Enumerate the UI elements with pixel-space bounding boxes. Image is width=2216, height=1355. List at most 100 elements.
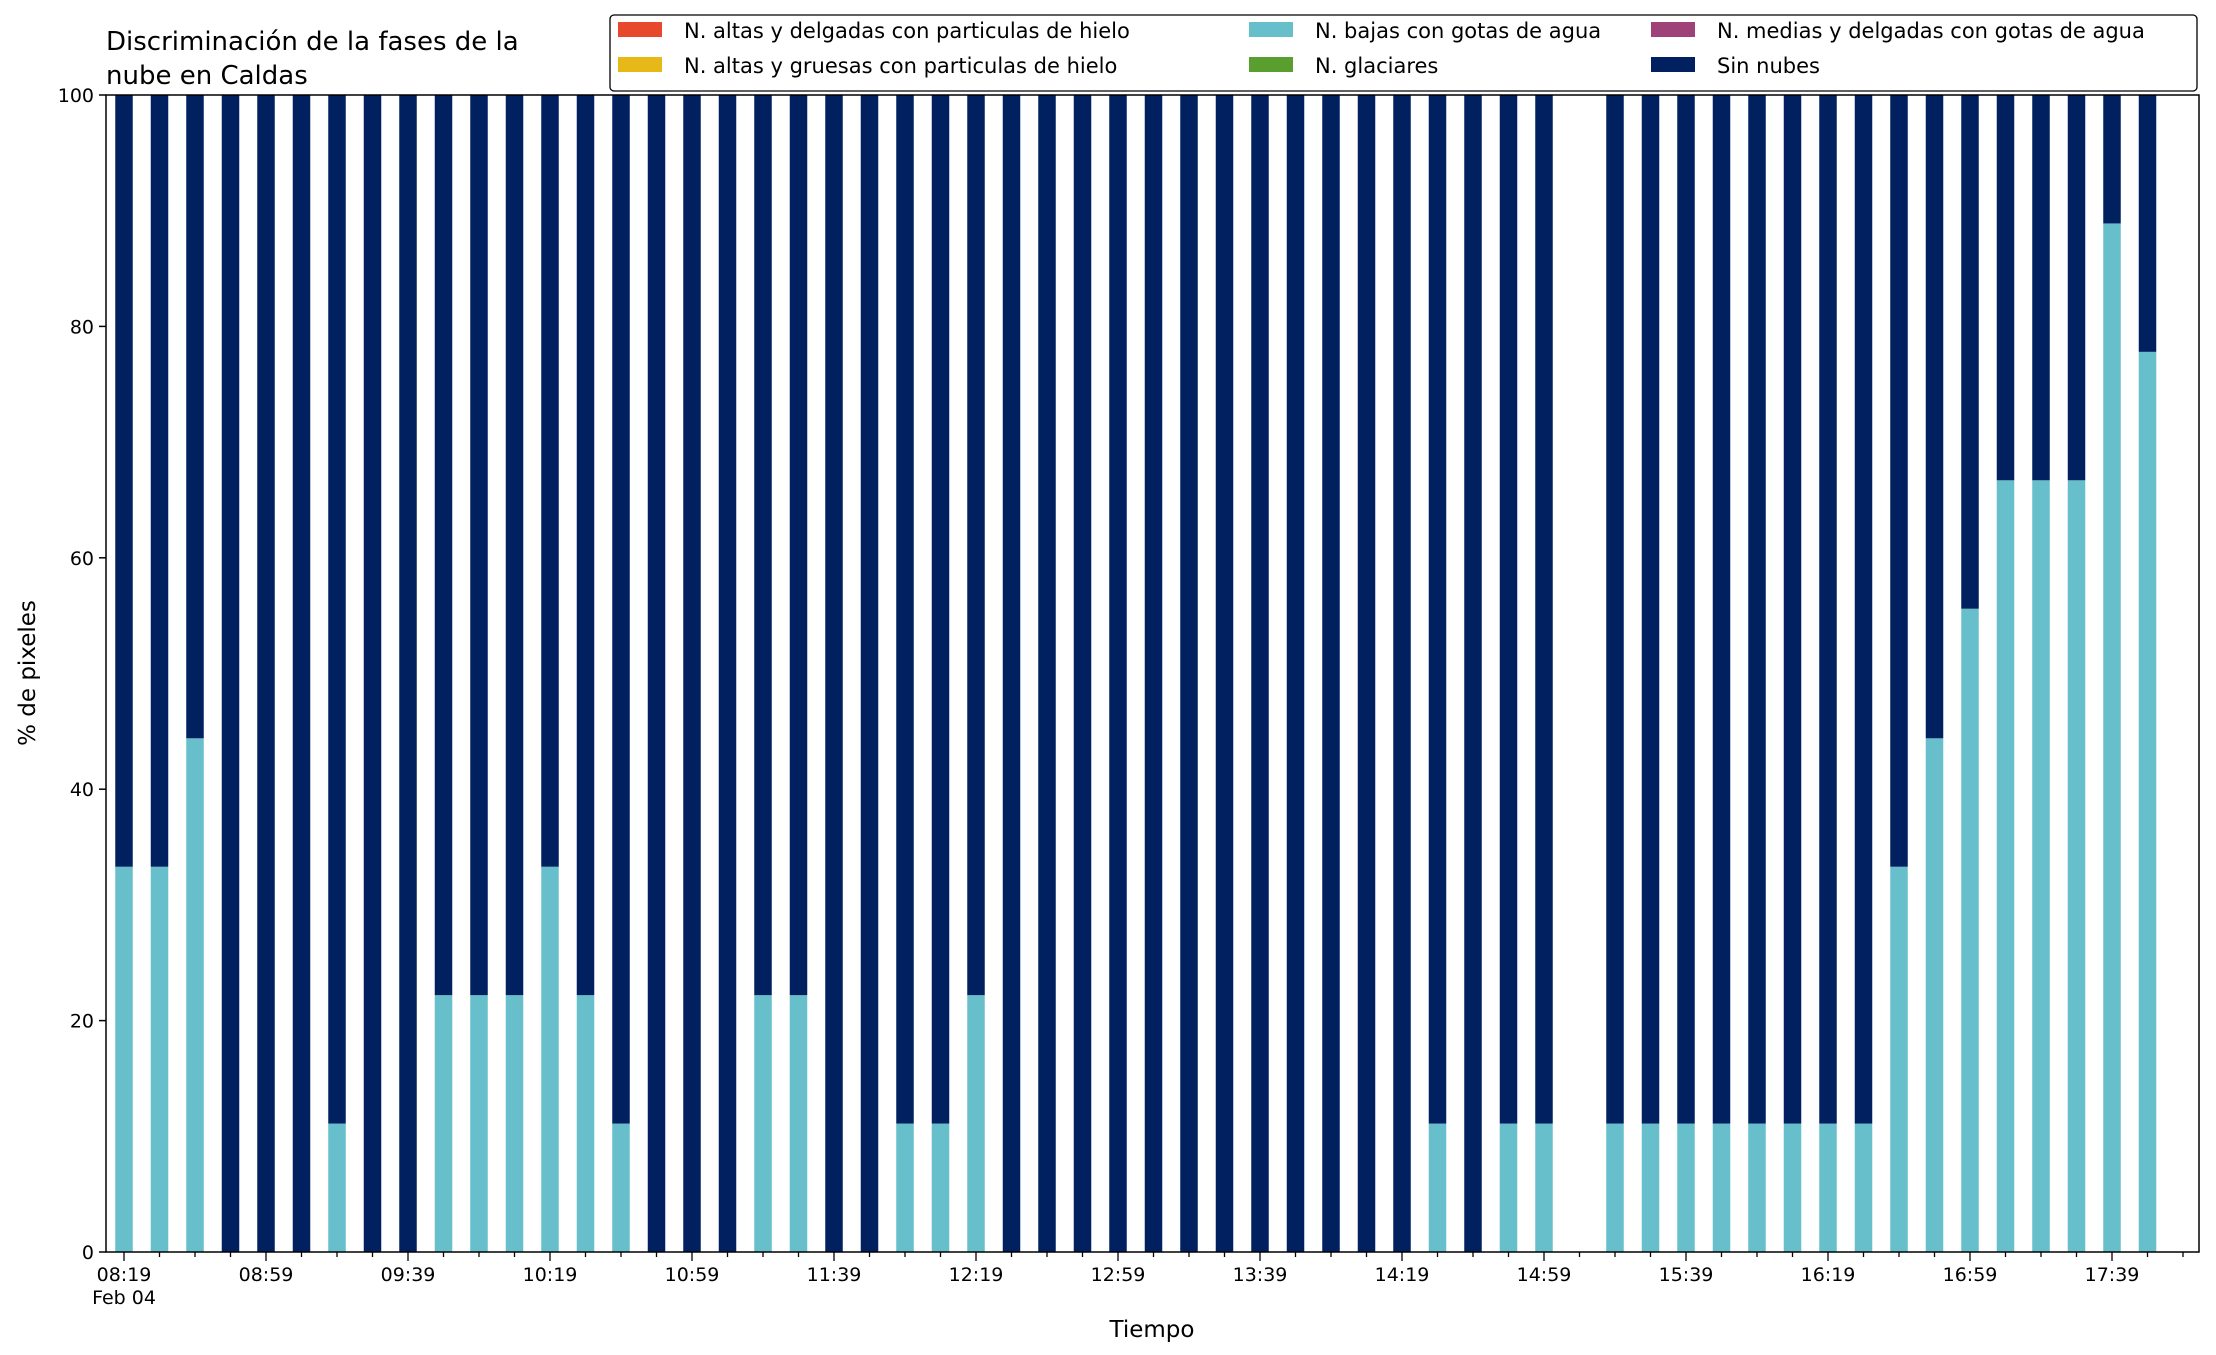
- x-date-label: Feb 04: [92, 1287, 156, 1309]
- bar-13:39-series-5: [1251, 95, 1269, 1252]
- bar-13:09-series-5: [1144, 95, 1163, 1252]
- x-tick-label: 10:19: [523, 1264, 578, 1286]
- bar-11:29-series-5: [789, 95, 808, 996]
- bar-11:19-series-5: [754, 95, 772, 996]
- bar-17:19-series-2: [2032, 480, 2050, 1252]
- x-tick-label: 12:59: [1091, 1264, 1146, 1286]
- bar-11:29-series-2: [789, 995, 808, 1252]
- bar-09:19-series-2: [328, 1123, 346, 1252]
- bar-14:39-series-5: [1464, 95, 1482, 1252]
- bar-11:19-series-2: [754, 995, 772, 1252]
- bar-09:39-series-5: [399, 95, 417, 1252]
- bar-16:29-series-5: [1854, 95, 1873, 1124]
- bar-13:19-series-5: [1180, 95, 1198, 1252]
- chart-title: Discriminación de la fases de la nube en…: [106, 27, 519, 91]
- y-axis-title: % de pixeles: [15, 600, 41, 746]
- legend-label: N. medias y delgadas con gotas de agua: [1717, 19, 2145, 43]
- bar-15:49-series-5: [1712, 95, 1731, 1124]
- bar-17:29-series-5: [2067, 95, 2086, 481]
- x-tick-label: 14:19: [1375, 1264, 1430, 1286]
- bar-14:29-series-5: [1428, 95, 1447, 1124]
- bar-10:19-series-5: [541, 95, 559, 867]
- bar-09:59-series-5: [470, 95, 488, 996]
- x-tick-label: 16:59: [1943, 1264, 1998, 1286]
- bar-15:19-series-2: [1606, 1123, 1624, 1252]
- bar-08:19-series-5: [115, 95, 133, 867]
- bar-12:19-series-2: [967, 995, 985, 1252]
- bar-09:19-series-5: [328, 95, 346, 1124]
- bar-09:09-series-5: [292, 95, 311, 1252]
- bar-10:19-series-2: [541, 866, 559, 1252]
- bar-15:29-series-2: [1641, 1123, 1660, 1252]
- chart-title-line-1: Discriminación de la fases de la: [106, 27, 519, 57]
- bar-08:39-series-5: [186, 95, 204, 739]
- bar-11:59-series-5: [896, 95, 914, 1124]
- bar-14:49-series-2: [1499, 1123, 1518, 1252]
- legend-swatch: [1651, 22, 1695, 37]
- bar-15:19-series-5: [1606, 95, 1624, 1124]
- bar-14:19-series-5: [1393, 95, 1411, 1252]
- bar-09:59-series-2: [470, 995, 488, 1252]
- bar-14:29-series-2: [1428, 1123, 1447, 1252]
- bar-13:49-series-5: [1286, 95, 1305, 1252]
- bar-16:49-series-2: [1925, 738, 1944, 1252]
- x-tick-label: 17:39: [2085, 1264, 2140, 1286]
- x-axis: 08:19 08:59 09:39 10:19 10:59 11:39 12:19 12:59…: [97, 1252, 2184, 1286]
- legend-swatch: [618, 57, 662, 72]
- bar-11:09-series-5: [718, 95, 737, 1252]
- bar-08:49-series-5: [221, 95, 240, 1252]
- x-tick-label: 11:39: [807, 1264, 862, 1286]
- x-axis-title: Tiempo: [1109, 1317, 1195, 1343]
- legend-swatch: [1249, 57, 1293, 72]
- bar-16:39-series-2: [1890, 866, 1908, 1252]
- bar-13:59-series-5: [1322, 95, 1340, 1252]
- bar-12:29-series-5: [1002, 95, 1021, 1252]
- bar-15:39-series-2: [1677, 1123, 1695, 1252]
- x-tick-label: 13:39: [1233, 1264, 1288, 1286]
- bar-08:39-series-2: [186, 738, 204, 1252]
- bar-09:49-series-5: [434, 95, 453, 996]
- x-tick-label: 14:59: [1517, 1264, 1572, 1286]
- x-tick-label: 08:19: [97, 1264, 152, 1286]
- bar-17:09-series-2: [1996, 480, 2015, 1252]
- legend-label: Sin nubes: [1717, 54, 1820, 78]
- chart-title-line-2: nube en Caldas: [106, 61, 308, 91]
- bar-10:29-series-5: [576, 95, 595, 996]
- bar-17:09-series-5: [1996, 95, 2015, 481]
- legend-label: N. bajas con gotas de agua: [1315, 19, 1601, 43]
- bar-16:39-series-5: [1890, 95, 1908, 867]
- bar-17:39-series-2: [2103, 223, 2121, 1253]
- x-tick-label: 10:59: [665, 1264, 720, 1286]
- y-tick-label: 100: [58, 85, 94, 107]
- bar-17:29-series-2: [2067, 480, 2086, 1252]
- legend-swatch: [1651, 57, 1695, 72]
- bar-17:39-series-5: [2103, 95, 2121, 224]
- bar-14:49-series-5: [1499, 95, 1518, 1124]
- bar-15:59-series-2: [1748, 1123, 1766, 1252]
- x-tick-label: 12:19: [949, 1264, 1004, 1286]
- bar-11:49-series-5: [860, 95, 879, 1252]
- bar-09:49-series-2: [434, 995, 453, 1252]
- bar-14:59-series-5: [1535, 95, 1553, 1124]
- bar-10:39-series-5: [612, 95, 630, 1124]
- y-tick-label: 20: [70, 1011, 94, 1033]
- legend-swatch: [618, 22, 662, 37]
- bar-16:49-series-5: [1925, 95, 1944, 739]
- bar-12:39-series-5: [1038, 95, 1056, 1252]
- bar-10:09-series-2: [505, 995, 524, 1252]
- bar-08:59-series-5: [257, 95, 275, 1252]
- bar-11:59-series-2: [896, 1123, 914, 1252]
- bar-12:09-series-5: [931, 95, 950, 1124]
- bar-12:49-series-5: [1073, 95, 1092, 1252]
- y-tick-label: 40: [70, 779, 94, 801]
- bar-16:29-series-2: [1854, 1123, 1873, 1252]
- bar-15:59-series-5: [1748, 95, 1766, 1124]
- bar-16:19-series-5: [1819, 95, 1837, 1124]
- legend-swatch: [1249, 22, 1293, 37]
- bar-15:29-series-5: [1641, 95, 1660, 1124]
- y-tick-label: 0: [82, 1242, 94, 1264]
- bar-08:19-series-2: [115, 866, 133, 1252]
- y-axis: 0 20 40 60 80 100: [58, 85, 106, 1264]
- y-tick-label: 60: [70, 548, 94, 570]
